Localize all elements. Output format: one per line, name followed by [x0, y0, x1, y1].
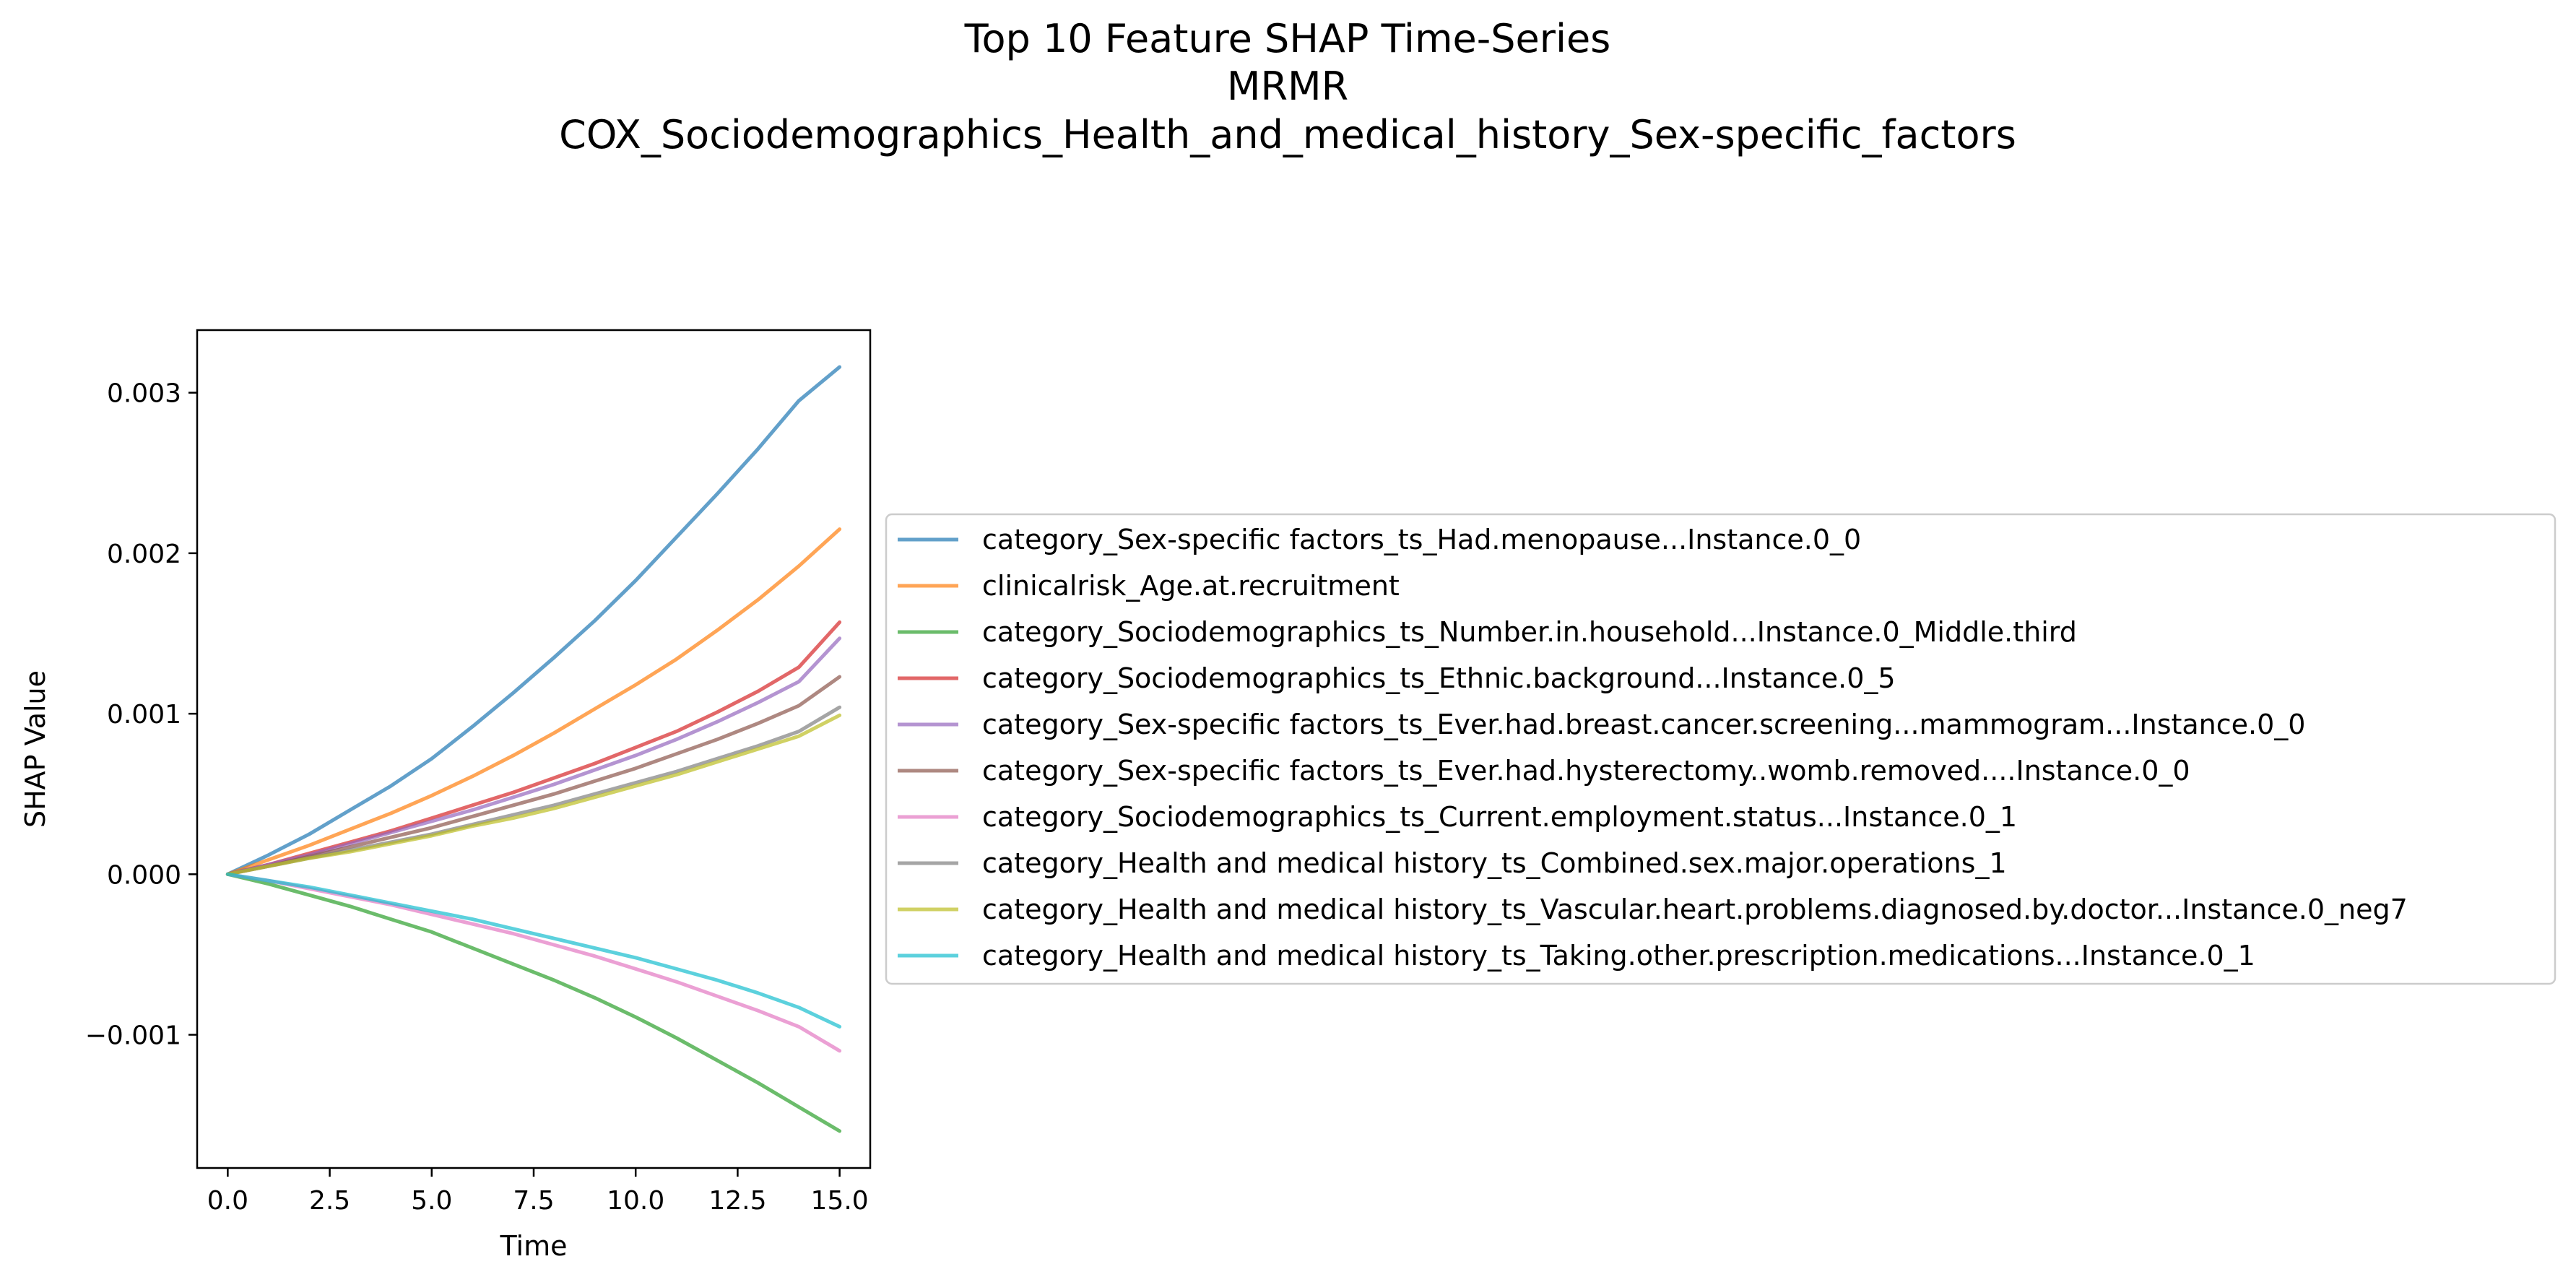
legend-label: clinicalrisk_Age.at.recruitment [982, 570, 1400, 602]
x-tick-label: 7.5 [513, 1186, 554, 1216]
x-tick-label: 2.5 [309, 1186, 350, 1216]
series-line-9 [225, 713, 842, 876]
legend-label: category_Sociodemographics_ts_Current.em… [982, 801, 2017, 833]
series-line-2 [225, 527, 842, 876]
legend-items: category_Sex-specific factors_ts_Had.men… [898, 524, 2408, 972]
legend: category_Sex-specific factors_ts_Had.men… [885, 513, 2557, 985]
legend-frame [885, 513, 2557, 985]
y-tick-label: 0.002 [107, 540, 181, 569]
legend-label: category_Sex-specific factors_ts_Ever.ha… [982, 709, 2305, 740]
plot-frame [196, 329, 872, 1169]
legend-label: category_Sex-specific factors_ts_Ever.ha… [982, 755, 2190, 787]
series-lines [225, 365, 842, 1133]
legend-label: category_Sex-specific factors_ts_Had.men… [982, 524, 1861, 555]
series-line-10 [225, 872, 842, 1029]
x-tick-label: 12.5 [708, 1186, 766, 1216]
y-axis-ticks: −0.001 0.000 0.001 0.002 0.003 [85, 379, 197, 1051]
plot-area: 0.0 2.5 5.0 7.5 10.0 12.5 15.0 −0.001 0.000 0.00… [19, 329, 872, 1262]
x-axis-label: Time [500, 1230, 568, 1262]
legend-label: category_Sociodemographics_ts_Ethnic.bac… [982, 662, 1896, 694]
y-tick-label: 0.001 [107, 700, 181, 730]
y-tick-label: −0.001 [85, 1021, 181, 1051]
series-line-3 [225, 872, 842, 1133]
legend-label: category_Health and medical history_ts_V… [982, 894, 2408, 925]
legend-label: category_Sociodemographics_ts_Number.in.… [982, 616, 2077, 648]
series-line-1 [225, 365, 842, 876]
chart-title-line: MRMR [1227, 64, 1348, 109]
series-line-6 [225, 675, 842, 876]
y-tick-label: 0.000 [107, 860, 181, 890]
chart-title-line: COX_Sociodemographics_Health_and_medical… [559, 112, 2016, 157]
series-line-5 [225, 636, 842, 876]
legend-label: category_Health and medical history_ts_T… [982, 940, 2255, 972]
chart-title-line: Top 10 Feature SHAP Time-Series [964, 16, 1611, 61]
legend-label: category_Health and medical history_ts_C… [982, 847, 2007, 879]
x-tick-label: 10.0 [607, 1186, 664, 1216]
x-axis-ticks: 0.0 2.5 5.0 7.5 10.0 12.5 15.0 [207, 1168, 869, 1216]
y-axis-label: SHAP Value [19, 670, 51, 828]
series-line-7 [225, 872, 842, 1053]
y-tick-label: 0.003 [107, 379, 181, 409]
x-tick-label: 15.0 [811, 1186, 869, 1216]
x-tick-label: 0.0 [207, 1186, 248, 1216]
x-tick-label: 5.0 [411, 1186, 452, 1216]
chart-title: Top 10 Feature SHAP Time-SeriesMRMRCOX_S… [559, 16, 2016, 157]
